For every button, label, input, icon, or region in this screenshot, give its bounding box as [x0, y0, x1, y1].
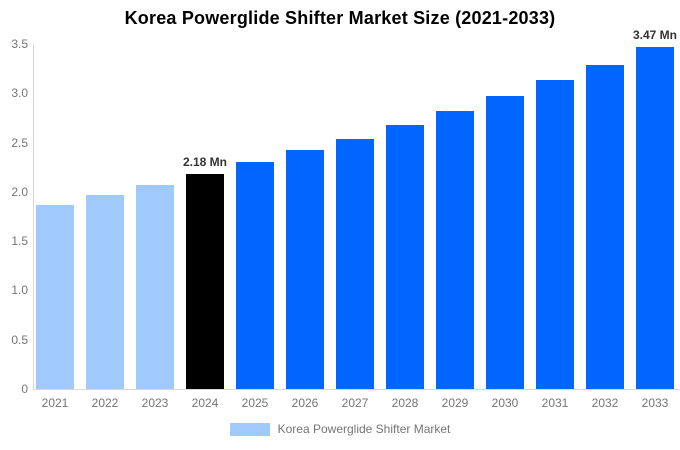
- bar-2028[interactable]: [386, 124, 424, 389]
- bar-2021[interactable]: [36, 204, 74, 389]
- y-tick-label: 3.0: [11, 86, 28, 101]
- y-tick-label: 1.0: [11, 283, 28, 298]
- y-tick-label: 0.5: [11, 332, 28, 347]
- x-tick-label-2023: 2023: [141, 396, 169, 410]
- bar-2029[interactable]: [436, 111, 474, 389]
- y-tick-label: 2.0: [11, 184, 28, 199]
- y-tick-label: 2.5: [11, 135, 28, 150]
- x-tick-label-2024: 2024: [191, 396, 219, 410]
- chart-title: Korea Powerglide Shifter Market Size (20…: [124, 8, 556, 28]
- x-tick-label-2025: 2025: [241, 396, 269, 410]
- x-axis-line: [33, 389, 680, 390]
- x-tick-label-2030: 2030: [491, 396, 519, 410]
- legend[interactable]: Korea Powerglide Shifter Market: [0, 422, 680, 436]
- x-tick-label-2028: 2028: [391, 396, 419, 410]
- bar-value-label-2033: 3.47 Mn: [632, 27, 677, 42]
- bar-2023[interactable]: [136, 184, 174, 389]
- y-tick-label: 3.5: [11, 37, 28, 51]
- bar-2026[interactable]: [286, 150, 324, 389]
- bar-2022[interactable]: [86, 194, 124, 389]
- x-tick-label-2032: 2032: [591, 396, 619, 410]
- bar-2030[interactable]: [486, 96, 524, 389]
- bar-2025[interactable]: [236, 162, 274, 389]
- x-tick-label-2031: 2031: [541, 396, 569, 410]
- bar-2024[interactable]: [186, 174, 224, 389]
- bar-2033[interactable]: [636, 46, 674, 389]
- legend-swatch: [229, 422, 270, 436]
- x-tick-label-2027: 2027: [341, 396, 369, 410]
- bar-value-label-2024: 2.18 Mn: [182, 155, 227, 170]
- x-tick-label-2029: 2029: [441, 396, 469, 410]
- bar-2032[interactable]: [586, 64, 624, 389]
- legend-label: Korea Powerglide Shifter Market: [277, 422, 451, 436]
- y-axis-line: [33, 44, 34, 389]
- bar-2031[interactable]: [536, 80, 574, 389]
- x-tick-label-2033: 2033: [641, 396, 669, 410]
- y-tick-label: 0: [21, 382, 28, 396]
- y-tick-label: 1.5: [11, 234, 28, 249]
- x-tick-label-2021: 2021: [41, 396, 69, 410]
- x-tick-label-2026: 2026: [291, 396, 319, 410]
- bar-2027[interactable]: [336, 138, 374, 389]
- x-tick-label-2022: 2022: [91, 396, 119, 410]
